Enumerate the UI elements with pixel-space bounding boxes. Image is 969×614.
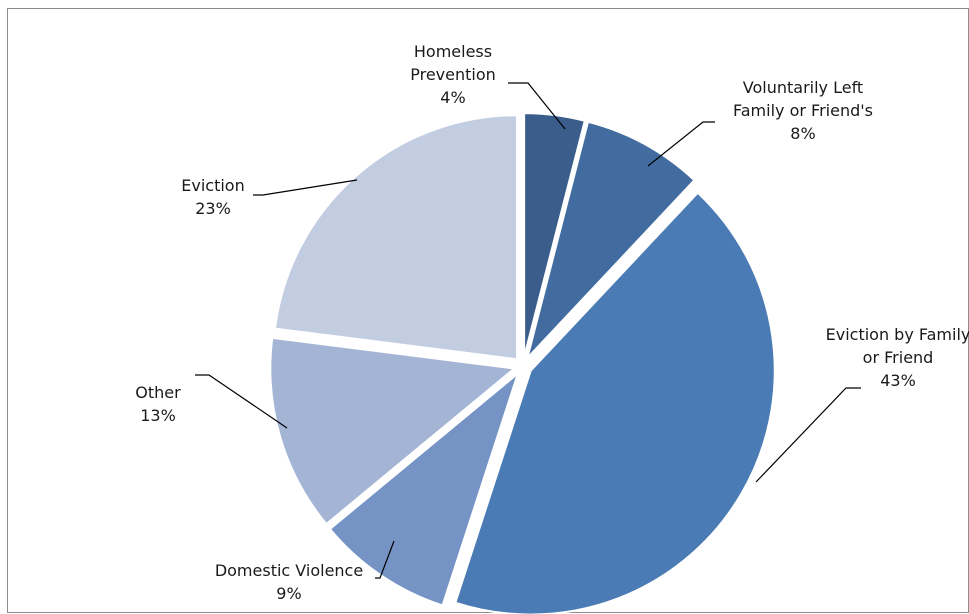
slice-percent-label: 8% [790, 124, 815, 143]
leader-line-1 [508, 82, 566, 130]
slice-label-6: Eviction 23% [181, 176, 244, 218]
slice-category-label: Other [135, 383, 181, 402]
slice-category-label: Eviction [181, 176, 244, 195]
slice-category-label: Voluntarily Left [743, 78, 863, 97]
slice-percent-label: 13% [140, 406, 176, 425]
slice-category-label: Prevention [410, 65, 496, 84]
leader-line-5 [195, 374, 288, 429]
slice-labels: Homeless Prevention 4% Voluntarily Left Fami… [135, 42, 969, 603]
pie-slices [269, 112, 776, 614]
slice-percent-label: 9% [276, 584, 301, 603]
slice-label-3: Eviction by Family or Friend 43% [826, 325, 969, 390]
leader-line-4 [375, 540, 395, 579]
pie-slice-6 [273, 114, 519, 361]
pie-slice-2 [526, 120, 696, 359]
chart-frame: Homeless Prevention 4% Voluntarily Left Fami… [7, 8, 969, 614]
slice-label-1: Homeless Prevention 4% [410, 42, 496, 107]
slice-label-4: Domestic Violence 9% [215, 561, 363, 603]
leader-line-3 [755, 387, 861, 483]
slice-category-label: Eviction by Family [826, 325, 969, 344]
pie-slice-3 [454, 191, 776, 614]
slice-percent-label: 43% [880, 371, 916, 390]
slice-label-5: Other 13% [135, 383, 181, 425]
pie-chart: Homeless Prevention 4% Voluntarily Left Fami… [135, 42, 969, 614]
leader-lines [195, 82, 861, 579]
slice-label-2: Voluntarily Left Family or Friend's 8% [733, 78, 873, 143]
pie-slice-5 [269, 336, 517, 526]
slice-category-label: Family or Friend's [733, 101, 873, 120]
leader-line-6 [253, 179, 358, 196]
slice-category-label: or Friend [863, 348, 934, 367]
slice-percent-label: 4% [440, 88, 465, 107]
slice-percent-label: 23% [195, 199, 231, 218]
slice-category-label: Domestic Violence [215, 561, 363, 580]
leader-line-2 [647, 121, 715, 167]
pie-slice-1 [523, 112, 587, 358]
slice-category-label: Homeless [414, 42, 492, 61]
